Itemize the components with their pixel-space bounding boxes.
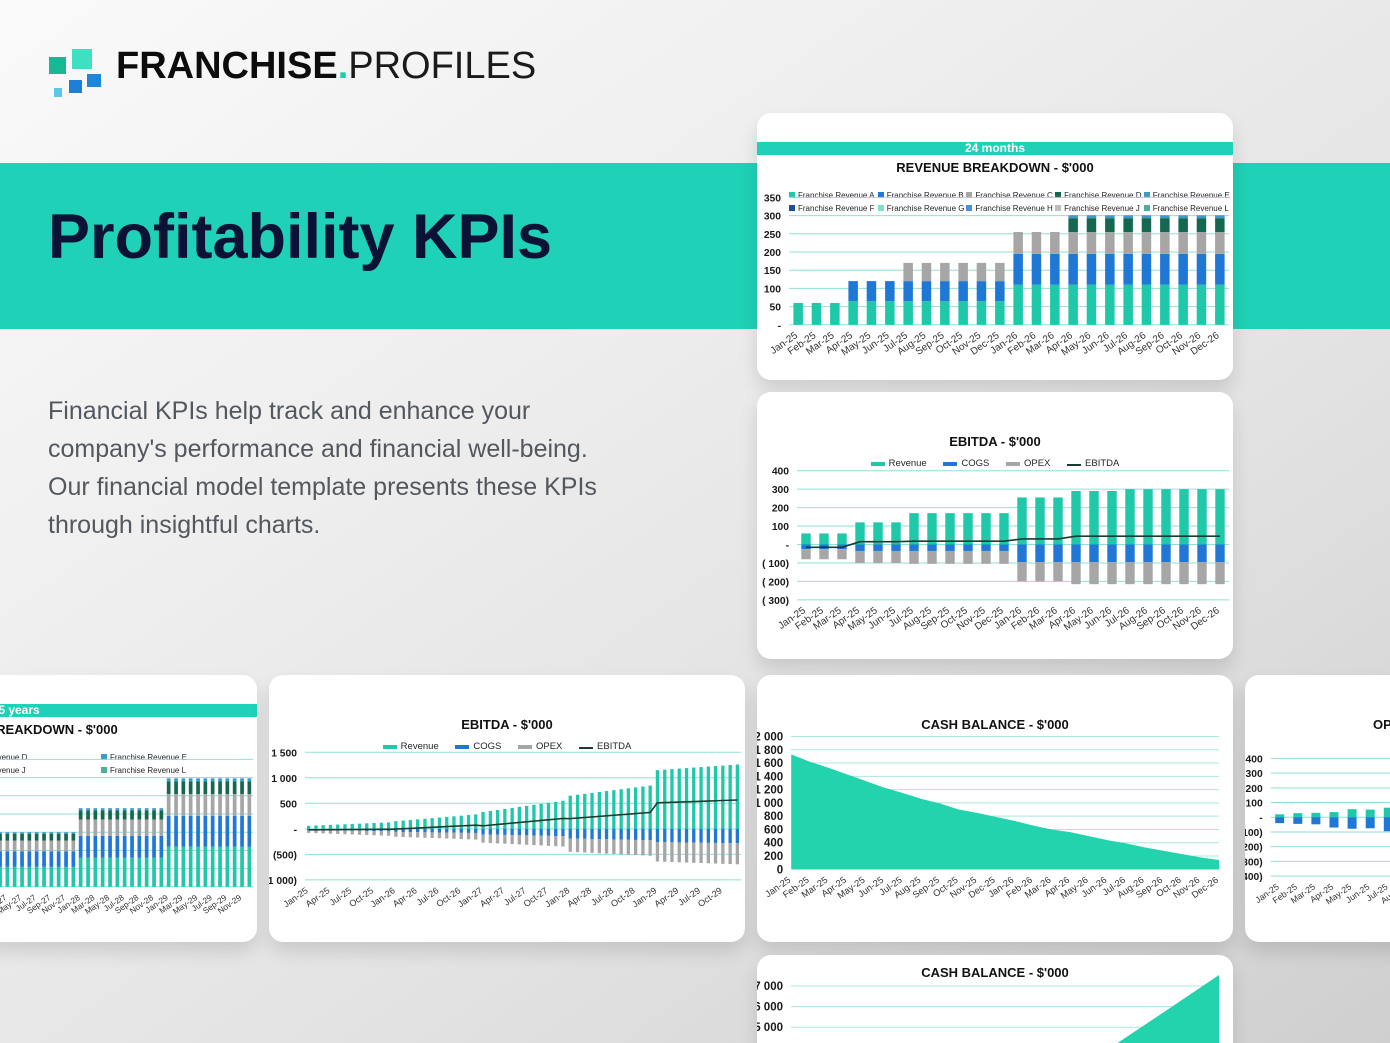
svg-text:0: 0 bbox=[777, 864, 783, 876]
svg-text:300: 300 bbox=[772, 485, 789, 496]
svg-text:Jan-29: Jan-29 bbox=[630, 885, 658, 909]
svg-text:350: 350 bbox=[764, 193, 781, 204]
svg-text:7 000: 7 000 bbox=[757, 981, 783, 993]
svg-text:100: 100 bbox=[764, 284, 781, 295]
svg-text:-: - bbox=[786, 541, 790, 552]
svg-text:50: 50 bbox=[770, 303, 782, 314]
svg-text:Apr-27: Apr-27 bbox=[478, 885, 506, 909]
svg-text:( 200): ( 200) bbox=[762, 577, 789, 588]
svg-text:Apr-28: Apr-28 bbox=[565, 885, 593, 909]
svg-text:200: 200 bbox=[764, 851, 783, 863]
svg-text:-: - bbox=[778, 321, 782, 332]
svg-text:150: 150 bbox=[764, 266, 781, 277]
svg-text:1 000: 1 000 bbox=[271, 774, 297, 785]
svg-text:-: - bbox=[294, 825, 298, 836]
svg-text:100: 100 bbox=[1246, 799, 1263, 810]
svg-text:1 400: 1 400 bbox=[757, 771, 783, 783]
svg-text:500: 500 bbox=[280, 799, 297, 810]
svg-text:( 400): ( 400) bbox=[1245, 872, 1263, 883]
svg-text:( 100): ( 100) bbox=[1245, 828, 1263, 839]
svg-text:600: 600 bbox=[764, 825, 783, 837]
svg-text:Jan-26: Jan-26 bbox=[369, 885, 397, 909]
svg-text:Apr-25: Apr-25 bbox=[304, 885, 332, 909]
svg-text:( 200): ( 200) bbox=[1245, 843, 1263, 854]
svg-text:Jan-27: Jan-27 bbox=[456, 885, 484, 909]
svg-text:Jan-25: Jan-25 bbox=[281, 885, 309, 909]
svg-text:200: 200 bbox=[772, 504, 789, 515]
svg-text:1 500: 1 500 bbox=[271, 748, 297, 759]
svg-text:200: 200 bbox=[764, 248, 781, 259]
svg-text:300: 300 bbox=[1246, 769, 1263, 780]
svg-text:300: 300 bbox=[764, 212, 781, 223]
svg-text:( 300): ( 300) bbox=[1245, 857, 1263, 868]
svg-text:400: 400 bbox=[772, 467, 789, 478]
svg-text:6 000: 6 000 bbox=[757, 1002, 783, 1014]
svg-text:400: 400 bbox=[764, 838, 783, 850]
svg-text:1 000: 1 000 bbox=[757, 798, 783, 810]
svg-text:5 000: 5 000 bbox=[757, 1022, 783, 1034]
svg-text:400: 400 bbox=[1246, 754, 1263, 765]
svg-text:250: 250 bbox=[764, 230, 781, 241]
svg-text:800: 800 bbox=[764, 811, 783, 823]
svg-text:1 200: 1 200 bbox=[757, 785, 783, 797]
svg-text:( 300): ( 300) bbox=[762, 596, 789, 607]
svg-text:(500): (500) bbox=[273, 850, 297, 861]
svg-text:Apr-26: Apr-26 bbox=[391, 885, 419, 909]
svg-text:Oct-29: Oct-29 bbox=[696, 885, 724, 909]
svg-text:( 100): ( 100) bbox=[762, 559, 789, 570]
svg-text:-: - bbox=[1259, 813, 1263, 824]
svg-text:Jan-28: Jan-28 bbox=[543, 885, 571, 909]
svg-text:1 600: 1 600 bbox=[757, 758, 783, 770]
svg-text:1 800: 1 800 bbox=[757, 745, 783, 757]
svg-text:2 000: 2 000 bbox=[757, 732, 783, 744]
svg-text:200: 200 bbox=[1246, 784, 1263, 795]
svg-text:Apr-29: Apr-29 bbox=[652, 885, 680, 909]
svg-text:(1 000): (1 000) bbox=[269, 876, 297, 887]
svg-text:100: 100 bbox=[772, 522, 789, 533]
